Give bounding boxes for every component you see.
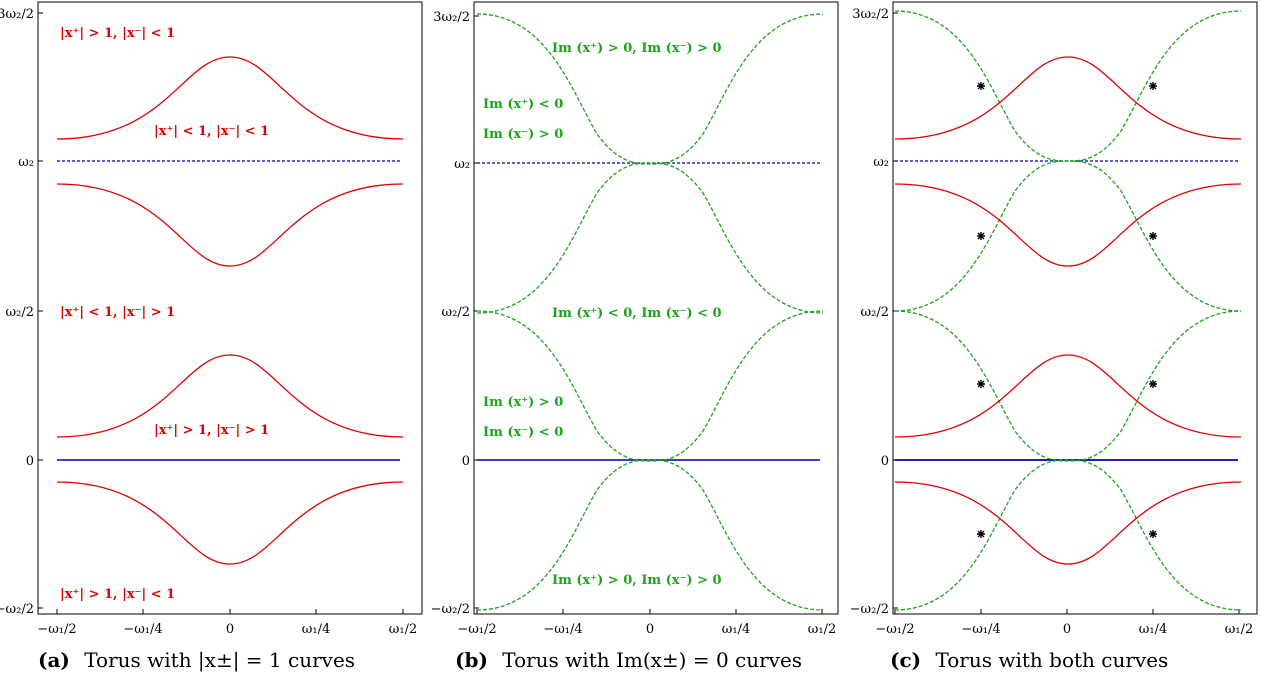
y-tick-3w2-half: 3ω₂/2	[433, 10, 470, 25]
y-tick-zero: 0	[881, 454, 889, 469]
y-tick-zero: 0	[462, 454, 470, 469]
panel-c: 3ω₂/2 ω₂ ω₂/2 0 −ω₂/2 −ω₁/2 −ω₁/4 0 ω₁/4…	[850, 1, 1258, 672]
y-tick-zero: 0	[26, 454, 34, 469]
intersection-marker	[1148, 231, 1158, 241]
panel-a: 3ω₂/2 ω₂ ω₂/2 0 −ω₂/2 −ω₁/2 −ω₁/4 0 ω₁/4…	[0, 1, 423, 673]
intersection-marker	[1148, 81, 1158, 91]
y-tick-w2-half: ω₂/2	[861, 305, 889, 320]
label-a-bottom: |x⁺| > 1, |x⁻| < 1	[60, 587, 175, 602]
y-tick-minus-w2-half: −ω₂/2	[850, 602, 889, 617]
x-tick-zero: 0	[1063, 622, 1071, 637]
svg-text:(c) Torus with both cu: (c) Torus with both curves	[890, 648, 1168, 672]
label-b-left-upper-1: Im (x⁺) < 0	[483, 97, 563, 112]
y-tick-w2: ω₂	[18, 155, 34, 170]
panel-c-x-ticks: −ω₁/2 −ω₁/4 0 ω₁/4 ω₁/2	[875, 609, 1253, 637]
intersection-marker	[976, 529, 986, 539]
x-tick-w1-quarter: ω₁/4	[302, 622, 330, 637]
panel-a-y-ticks: 3ω₂/2 ω₂ ω₂/2 0 −ω₂/2	[0, 7, 43, 617]
green-curve-2	[476, 162, 824, 314]
panel-c-frame	[892, 1, 1258, 615]
label-b-bottom: Im (x⁺) > 0, Im (x⁻) > 0	[552, 573, 722, 588]
caption-a-text: Torus with |x±| = 1 curves	[84, 648, 355, 673]
green-curve-2	[894, 160, 1242, 312]
red-curve-2	[894, 183, 1242, 267]
panel-b: 3ω₂/2 ω₂ ω₂/2 0 −ω₂/2 −ω₁/2 −ω₁/4 0 ω₁/4…	[431, 1, 839, 672]
svg-text:(a) Torus with |x±| =: (a) Torus with |x±| = 1 curves	[38, 648, 355, 673]
x-tick-minus-w1-half: −ω₁/2	[457, 622, 496, 637]
x-tick-zero: 0	[226, 622, 234, 637]
label-b-top: Im (x⁺) > 0, Im (x⁻) > 0	[552, 41, 722, 56]
x-tick-w1-half: ω₁/2	[1225, 622, 1253, 637]
caption-a: (a) Torus with |x±| = 1 curves	[38, 648, 355, 673]
green-curve-4	[894, 459, 1242, 611]
label-a-lower-mid: |x⁺| < 1, |x⁻| > 1	[60, 305, 175, 320]
caption-c-text: Torus with both curves	[935, 648, 1168, 672]
y-tick-w2: ω₂	[454, 157, 470, 172]
green-curve-3	[894, 310, 1242, 462]
red-curve-1	[894, 56, 1242, 140]
x-tick-w1-half: ω₁/2	[389, 622, 417, 637]
red-curve-2	[56, 183, 404, 267]
x-tick-minus-w1-quarter: −ω₁/4	[123, 622, 162, 637]
x-tick-minus-w1-half: −ω₁/2	[37, 622, 76, 637]
caption-b-text: Torus with Im(x±) = 0 curves	[502, 648, 802, 672]
label-b-left-lower-1: Im (x⁺) > 0	[483, 395, 563, 410]
y-tick-3w2-half: 3ω₂/2	[0, 7, 34, 22]
intersection-marker	[976, 81, 986, 91]
x-tick-zero: 0	[646, 622, 654, 637]
intersection-marker	[1148, 529, 1158, 539]
caption-b-letter: (b)	[455, 648, 488, 672]
panel-b-y-ticks: 3ω₂/2 ω₂ ω₂/2 0 −ω₂/2	[431, 10, 479, 617]
label-a-center: |x⁺| > 1, |x⁻| > 1	[154, 423, 269, 438]
caption-a-letter: (a)	[38, 648, 70, 672]
red-curve-4	[894, 481, 1242, 565]
intersection-marker	[976, 379, 986, 389]
y-tick-w2-half: ω₂/2	[6, 305, 34, 320]
x-tick-minus-w1-half: −ω₁/2	[875, 622, 914, 637]
panel-b-frame	[473, 1, 839, 615]
label-a-top: |x⁺| > 1, |x⁻| < 1	[60, 26, 175, 41]
x-tick-minus-w1-quarter: −ω₁/4	[543, 622, 582, 637]
caption-b: (b) Torus with Im(x±) = 0 curves	[455, 648, 802, 672]
caption-c-letter: (c)	[890, 648, 921, 672]
red-curve-4	[56, 481, 404, 565]
panel-b-x-ticks: −ω₁/2 −ω₁/4 0 ω₁/4 ω₁/2	[457, 609, 836, 637]
y-tick-3w2-half: 3ω₂/2	[852, 7, 889, 22]
panel-c-y-ticks: 3ω₂/2 ω₂ ω₂/2 0 −ω₂/2	[850, 7, 898, 617]
green-curve-1	[894, 10, 1242, 162]
y-tick-w2-half: ω₂/2	[442, 305, 470, 320]
y-tick-minus-w2-half: −ω₂/2	[0, 602, 34, 617]
label-a-upper-mid: |x⁺| < 1, |x⁻| < 1	[154, 124, 269, 139]
caption-c: (c) Torus with both curves	[890, 648, 1168, 672]
label-b-left-upper-2: Im (x⁻) > 0	[483, 127, 563, 142]
x-tick-w1-half: ω₁/2	[808, 622, 836, 637]
intersection-markers	[976, 81, 1158, 539]
x-tick-minus-w1-quarter: −ω₁/4	[961, 622, 1000, 637]
y-tick-w2: ω₂	[873, 155, 889, 170]
x-tick-w1-quarter: ω₁/4	[722, 622, 750, 637]
intersection-marker	[976, 231, 986, 241]
label-b-left-lower-2: Im (x⁻) < 0	[483, 425, 563, 440]
label-b-middle: Im (x⁺) < 0, Im (x⁻) < 0	[552, 306, 722, 321]
y-tick-minus-w2-half: −ω₂/2	[431, 602, 470, 617]
red-curve-3	[894, 354, 1242, 438]
svg-text:(b) Torus with Im(x±): (b) Torus with Im(x±) = 0 curves	[455, 648, 802, 672]
intersection-marker	[1148, 379, 1158, 389]
x-tick-w1-quarter: ω₁/4	[1139, 622, 1167, 637]
panel-a-x-ticks: −ω₁/2 −ω₁/4 0 ω₁/4 ω₁/2	[37, 609, 417, 637]
